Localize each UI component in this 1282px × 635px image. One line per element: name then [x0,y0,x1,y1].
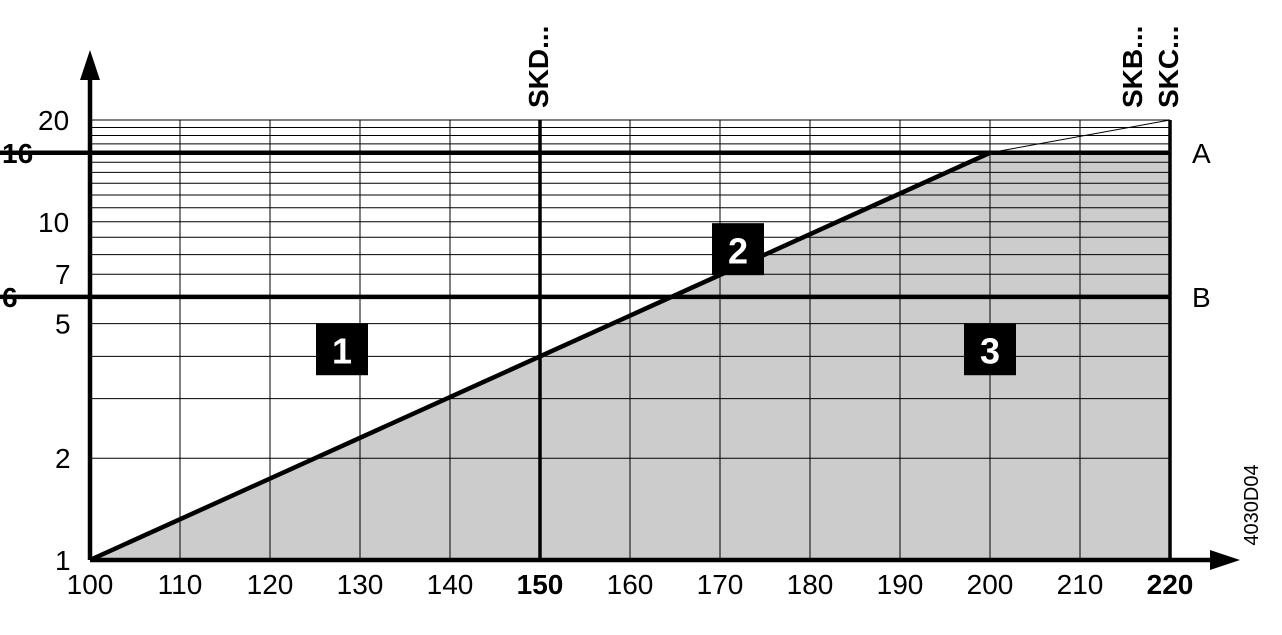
y-tick-label: 20 [38,105,69,136]
right-label-b: B [1192,282,1211,313]
x-tick-label: 170 [697,569,744,600]
x-tick-label: 220 [1147,569,1194,600]
x-tick-label: 160 [607,569,654,600]
x-tick-label: 110 [158,569,203,600]
x-tick-label: 200 [967,569,1014,600]
y-axis-arrow [80,50,100,80]
y-tick-label: 1 [55,545,71,576]
right-label-a: A [1192,138,1211,169]
top-label: SKC... [1153,26,1184,108]
x-tick-label: 120 [247,569,294,600]
chart-svg: AB10011012013014015016017018019020021022… [0,0,1282,635]
x-tick-label: 130 [337,569,384,600]
x-tick-label: 180 [787,569,834,600]
x-axis-arrow [1210,550,1240,570]
region-marker-label: 3 [980,331,1000,372]
x-tick-label: 140 [427,569,474,600]
y-tick-label: 7 [55,259,71,290]
x-tick-label: 100 [67,569,114,600]
y-tick-label: 5 [55,309,71,340]
top-label: SKB... [1117,26,1148,108]
top-label: SKD... [523,26,554,108]
x-tick-label: 210 [1057,569,1104,600]
x-tick-label: 150 [517,569,564,600]
y-tick-label: 16 [2,138,33,169]
x-tick-label: 190 [877,569,924,600]
y-tick-label: 2 [55,443,71,474]
chart-container: AB10011012013014015016017018019020021022… [0,0,1282,635]
y-tick-label: 6 [2,282,18,313]
doc-ref: 4030D04 [1241,464,1263,545]
region-marker-label: 1 [332,331,352,372]
region-marker-label: 2 [728,231,748,272]
y-tick-label: 10 [38,207,69,238]
